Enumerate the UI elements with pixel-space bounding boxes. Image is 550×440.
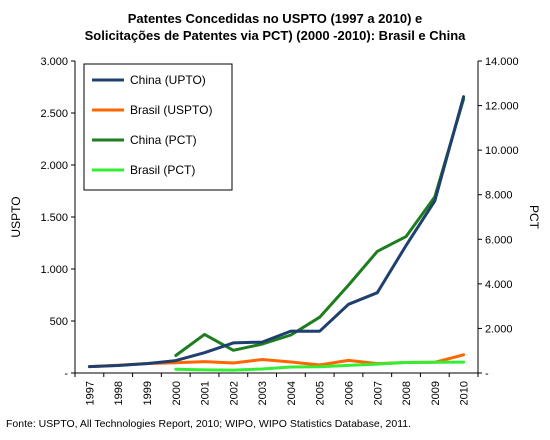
series-line-1 [87, 95, 466, 369]
chart-axes: - 500 1.000 1.500 2.000 2.500 3.000 - 2.000 4.000… [9, 56, 541, 405]
left-axis-title: USPTO [9, 196, 23, 237]
left-tick-label: 1.000 [40, 264, 68, 276]
x-tick-label: 1998 [113, 381, 125, 405]
right-tick-label: 2.000 [485, 323, 513, 335]
left-tick-label: 500 [50, 316, 68, 328]
x-tick-label: 2002 [228, 381, 240, 405]
legend-label: Brasil (USPTO) [130, 103, 212, 117]
left-tick-label: 3.000 [40, 56, 68, 68]
left-tick-label: 2.500 [40, 108, 68, 120]
legend-label: China (PCT) [130, 133, 197, 147]
x-tick-label: 2007 [372, 381, 384, 405]
x-tick-label: 2003 [257, 381, 269, 405]
right-tick-label: - [485, 368, 489, 380]
x-tick-label: 2004 [286, 381, 298, 405]
chart-series-lines [87, 95, 466, 372]
x-tick-label: 2010 [459, 381, 471, 405]
x-tick-label: 2000 [171, 381, 183, 405]
x-tick-label: 2009 [430, 381, 442, 405]
legend-label: China (UPTO) [130, 73, 206, 87]
series-line-4 [174, 360, 466, 372]
x-tick-label: 1997 [84, 381, 96, 405]
right-tick-label: 12.000 [485, 101, 519, 113]
right-tick-label: 4.000 [485, 279, 513, 291]
right-tick-label: 10.000 [485, 145, 519, 157]
x-tick-label: 1999 [142, 381, 154, 405]
right-axis-title: PCT [527, 205, 541, 230]
chart-legend: China (UPTO) Brasil (USPTO) China (PCT) Bra… [83, 63, 233, 191]
chart-title-line-1: Patentes Concedidas no USPTO (1997 a 201… [127, 11, 423, 26]
chart-title: Patentes Concedidas no USPTO (1997 a 201… [0, 10, 550, 44]
x-tick-label: 2006 [343, 381, 355, 405]
legend-label: Brasil (PCT) [130, 163, 195, 177]
right-tick-label: 14.000 [485, 56, 519, 68]
left-tick-label: 2.000 [40, 160, 68, 172]
left-tick-label: 1.500 [40, 212, 68, 224]
x-tick-label: 2008 [401, 381, 413, 405]
source-note: Fonte: USPTO, All Technologies Report, 2… [6, 418, 412, 430]
x-tick-label: 2001 [200, 381, 212, 405]
right-tick-label: 6.000 [485, 234, 513, 246]
right-tick-label: 8.000 [485, 190, 513, 202]
chart-title-line-2: Solicitações de Patentes via PCT) (2000 … [84, 28, 466, 43]
x-tick-label: 2005 [315, 381, 327, 405]
left-tick-label: - [64, 368, 68, 380]
